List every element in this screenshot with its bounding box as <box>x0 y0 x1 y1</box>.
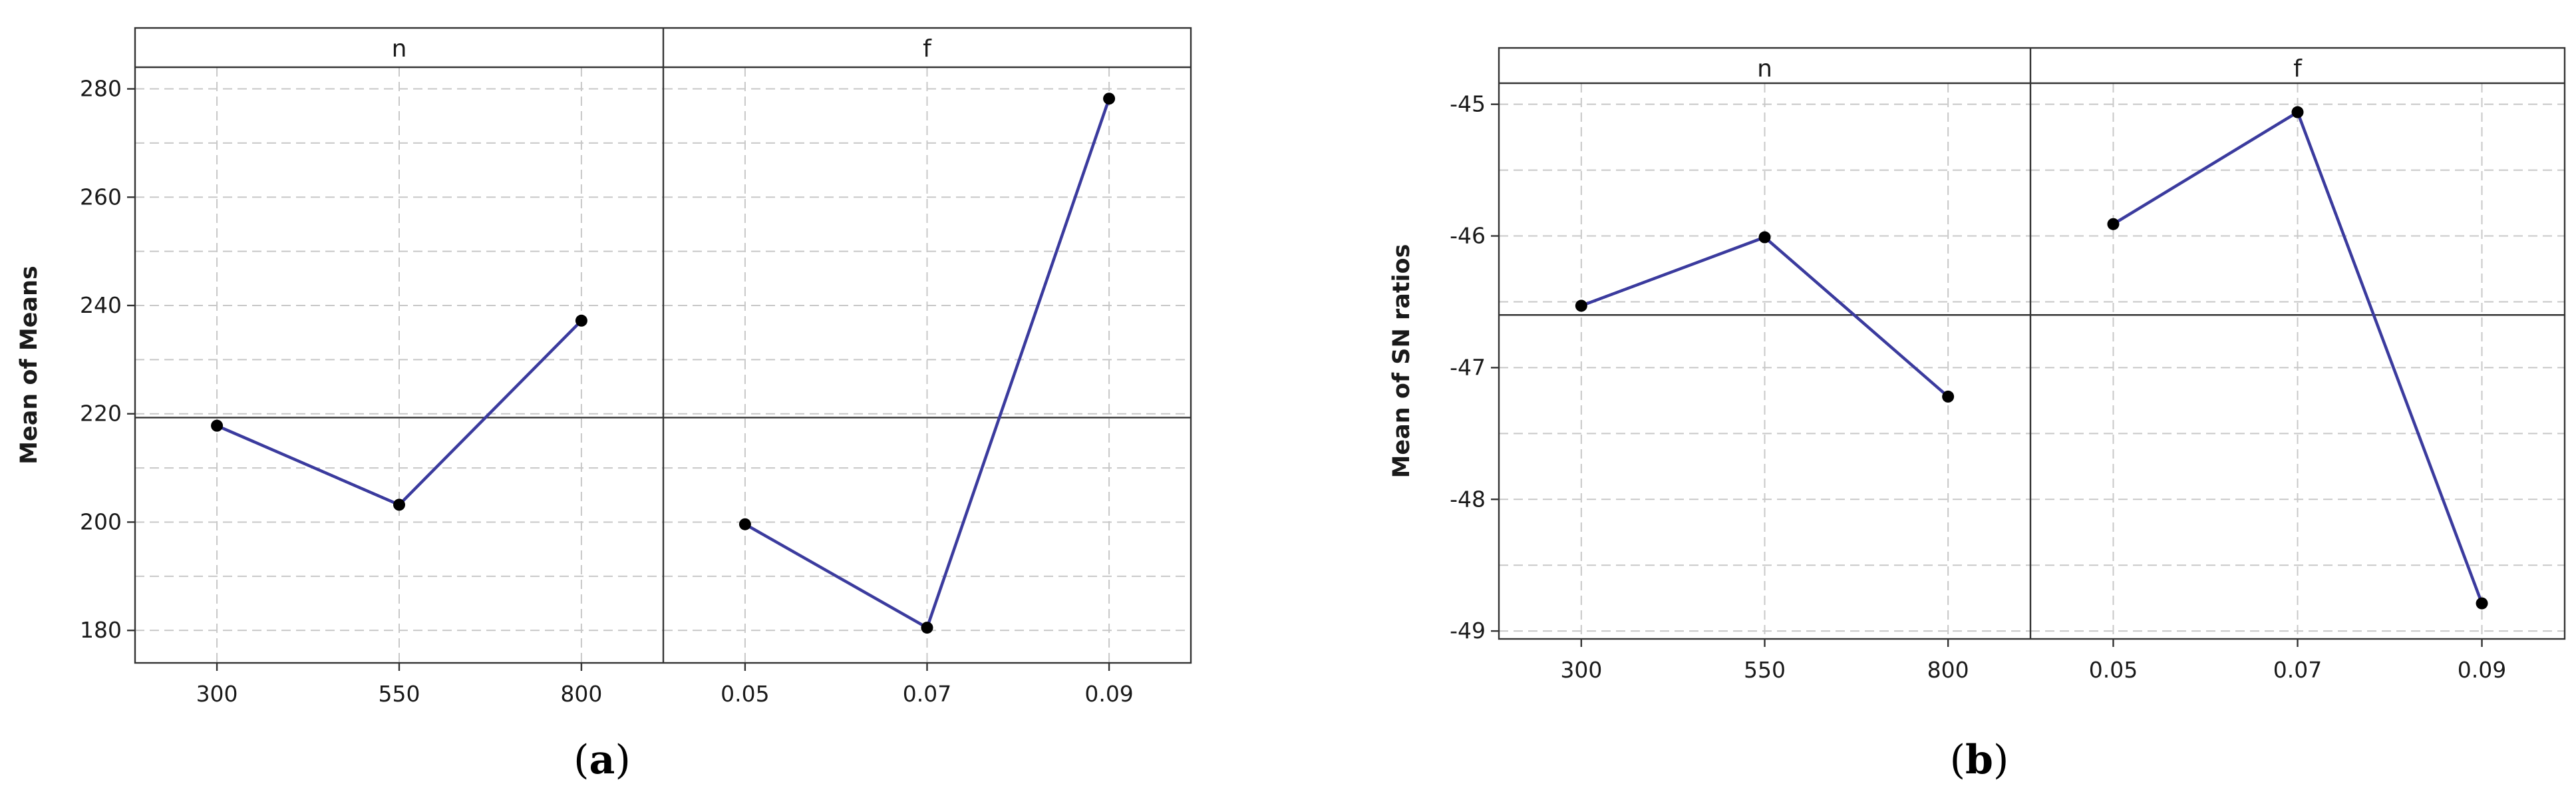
caption-paren-close: ) <box>1993 737 2009 783</box>
data-point-n-300 <box>211 419 224 432</box>
data-point-f-0.07 <box>2291 106 2304 118</box>
x-tick-label: 0.07 <box>903 681 951 707</box>
data-point-f-0.07 <box>921 622 933 634</box>
y-tick-label: -46 <box>1450 223 1486 249</box>
data-point-n-300 <box>1575 299 1587 312</box>
data-point-f-0.05 <box>2107 218 2120 230</box>
figure-caption: (a) <box>573 737 631 783</box>
figure-caption: (b) <box>1950 737 2009 783</box>
data-point-n-550 <box>393 498 405 511</box>
data-point-f-0.09 <box>2476 597 2488 610</box>
panel-header-n: n <box>1757 55 1772 83</box>
x-tick-label: 800 <box>560 681 602 707</box>
x-tick-label: 0.07 <box>2273 657 2322 683</box>
x-tick-label: 550 <box>1744 657 1786 683</box>
data-point-n-550 <box>1758 231 1771 244</box>
y-tick-label: 280 <box>80 76 122 102</box>
plot-frame <box>1498 47 2566 640</box>
y-tick-label: -45 <box>1450 91 1486 117</box>
caption-letter: b <box>1965 737 1993 783</box>
panel-header-f: f <box>2293 55 2303 83</box>
y-tick-label: 180 <box>80 617 122 643</box>
x-tick-label: 0.05 <box>2089 657 2138 683</box>
y-axis-label: Mean of SN ratios <box>1388 244 1415 479</box>
y-tick-label: -49 <box>1450 618 1486 644</box>
y-axis-label: Mean of Means <box>16 266 43 465</box>
caption-letter: a <box>589 737 615 783</box>
caption-paren-close: ) <box>615 737 630 783</box>
chart-b: -49 -48 -47 -46 -45 Mean of SN ratios n 300 550 8… <box>1388 47 2566 783</box>
y-tick-label: 260 <box>80 184 122 210</box>
y-tick-label: -47 <box>1450 354 1486 380</box>
x-tick-label: 300 <box>196 681 238 707</box>
caption-paren-open: ( <box>573 737 589 783</box>
data-point-f-0.09 <box>1103 93 1116 105</box>
x-tick-label: 550 <box>379 681 420 707</box>
panel-header-f: f <box>923 35 932 63</box>
y-tick-label: -48 <box>1450 486 1486 512</box>
caption-paren-open: ( <box>1950 737 1965 783</box>
y-tick-label: 240 <box>80 292 122 318</box>
data-point-n-800 <box>1942 390 1955 403</box>
x-tick-label: 0.05 <box>721 681 769 707</box>
x-tick-label: 0.09 <box>2458 657 2506 683</box>
x-tick-label: 300 <box>1560 657 1602 683</box>
x-tick-label: 0.09 <box>1084 681 1133 707</box>
x-tick-label: 800 <box>1927 657 1969 683</box>
data-point-f-0.05 <box>738 518 751 530</box>
y-tick-label: 220 <box>80 401 122 427</box>
y-tick-label: 200 <box>80 508 122 534</box>
chart-a: 180 200 220 240 260 280 Mean of Means n 300 550 80… <box>16 27 1192 783</box>
data-point-n-800 <box>575 314 587 327</box>
panel-header-n: n <box>392 35 407 63</box>
